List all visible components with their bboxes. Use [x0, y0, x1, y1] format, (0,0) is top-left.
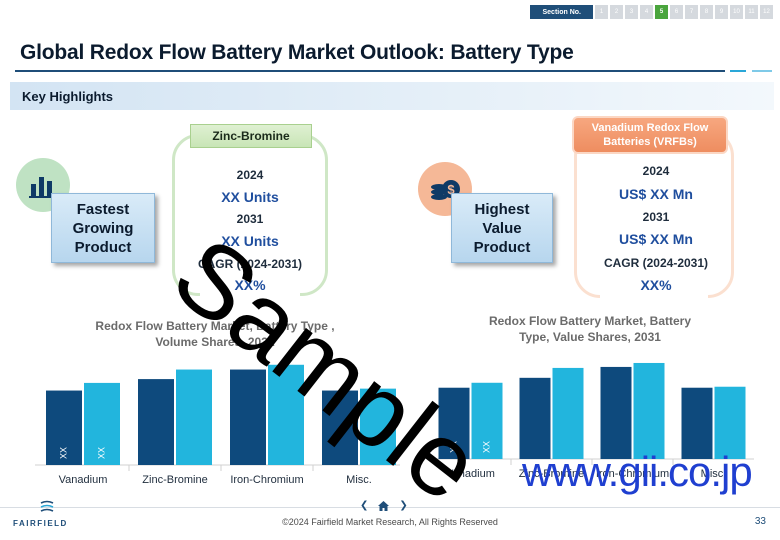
left-value-2: XX Units: [221, 233, 279, 249]
bar-misc--series-2: [714, 386, 746, 459]
section-number-4[interactable]: 4: [640, 5, 653, 19]
tag-line: Vanadium Redox Flow: [591, 122, 709, 134]
label-line: Product: [473, 238, 531, 256]
bar-chart-icon: [16, 158, 70, 212]
slide-nav: ❮ ❯: [360, 500, 408, 511]
prev-slide-button[interactable]: ❮: [360, 500, 369, 511]
title-divider: [15, 70, 725, 72]
section-number-5[interactable]: 5: [655, 5, 668, 19]
section-number-11[interactable]: 11: [745, 5, 758, 19]
bar-data-label: XX: [96, 447, 106, 459]
bar-misc--series-1: [681, 387, 713, 459]
label-line: Product: [74, 238, 132, 256]
next-slide-button[interactable]: ❯: [399, 500, 408, 511]
label-line: Growing: [72, 219, 134, 237]
section-number-9[interactable]: 9: [715, 5, 728, 19]
chart-title-line: Type, Value Shares, 2031: [519, 330, 661, 344]
section-number-10[interactable]: 10: [730, 5, 743, 19]
chart-title-line: Volume Shares, 2031: [155, 335, 275, 349]
label-line: Value: [482, 219, 522, 237]
section-number-3[interactable]: 3: [625, 5, 638, 19]
bar-zinc-bromine-series-1: [138, 379, 174, 465]
section-number-7[interactable]: 7: [685, 5, 698, 19]
chart-1-title: Redox Flow Battery Market, Battery Type …: [40, 318, 390, 350]
right-cagr-label: CAGR (2024-2031): [603, 256, 709, 270]
x-tick-label: Iron-Chromium: [230, 474, 303, 486]
right-value-1: US$ XX Mn: [619, 186, 693, 202]
bar-iron-chromium-series-1: [230, 369, 266, 465]
fairfield-logo-text: FAIRFIELD: [13, 519, 68, 528]
x-tick-label: Zinc-Bromine: [142, 474, 207, 486]
left-cagr-value: XX%: [234, 277, 266, 293]
section-nav: Section No. 1 2 3 4 5 6 7 8 9 10 11 12: [530, 5, 773, 19]
x-tick-label: Zinc-Bromine: [519, 468, 584, 480]
bar-misc--series-2: [360, 388, 396, 465]
page-title: Global Redox Flow Battery Market Outlook…: [20, 41, 574, 64]
right-year-1: 2024: [642, 164, 670, 178]
section-number-12[interactable]: 12: [760, 5, 773, 19]
section-number-6[interactable]: 6: [670, 5, 683, 19]
section-number-1[interactable]: 1: [595, 5, 608, 19]
label-line: Highest: [474, 200, 530, 218]
gii-url-watermark: www.gii.co.jp: [522, 448, 753, 495]
section-number-2[interactable]: 2: [610, 5, 623, 19]
left-cagr-label: CAGR (2024-2031): [197, 257, 303, 271]
label-line: Fastest: [76, 200, 130, 218]
bar-data-label: XX: [448, 441, 458, 453]
key-highlights-band: Key Highlights: [10, 82, 774, 110]
x-tick-label: Vanadium: [59, 474, 108, 486]
left-year-1: 2024: [236, 168, 264, 182]
bar-zinc-bromine-series-2: [176, 369, 212, 465]
panel-mask: [600, 292, 708, 302]
x-tick-label: Misc.: [701, 468, 727, 480]
left-highlight-tag: Zinc-Bromine: [190, 124, 312, 148]
bar-zinc-bromine-series-1: [519, 377, 551, 459]
section-label: Section No.: [530, 5, 593, 19]
title-divider-accent-2: [752, 70, 772, 72]
section-number-list: 1 2 3 4 5 6 7 8 9 10 11 12: [595, 5, 773, 19]
fairfield-logo-icon: [40, 500, 54, 512]
right-year-2: 2031: [642, 210, 670, 224]
fastest-growing-product-label: Fastest Growing Product: [51, 193, 155, 263]
footer-divider: [0, 507, 780, 508]
chart-title-line: Redox Flow Battery Market, Battery Type …: [95, 319, 335, 333]
highest-value-product-label: Highest Value Product: [451, 193, 553, 263]
chart-2-value-shares: XX XX Vanadium Zinc-Bromine Iron-Chromium Mis…: [427, 362, 754, 480]
left-year-2: 2031: [236, 212, 264, 226]
panel-mask: [200, 290, 300, 300]
left-value-1: XX Units: [221, 189, 279, 205]
right-highlight-tag: Vanadium Redox Flow Batteries (VRFBs): [572, 116, 728, 154]
key-highlights-label: Key Highlights: [22, 89, 114, 104]
x-tick-label: Misc.: [346, 474, 372, 486]
svg-text:$: $: [447, 182, 455, 197]
copyright-text: ©2024 Fairfield Market Research, All Rig…: [282, 517, 498, 527]
bar-iron-chromium-series-2: [268, 364, 304, 465]
bar-misc--series-1: [322, 390, 358, 465]
bar-vanadium-series-1: [46, 390, 82, 465]
title-divider-accent: [730, 70, 746, 72]
bar-iron-chromium-series-2: [633, 362, 665, 459]
bar-zinc-bromine-series-2: [552, 367, 584, 459]
x-tick-label: Vanadium: [446, 468, 495, 480]
bar-vanadium-series-1: [438, 387, 470, 459]
chart-2-title: Redox Flow Battery Market, Battery Type,…: [420, 313, 760, 345]
chart-1-volume-shares: XX XX Vanadium Zinc-Bromine Iron-Chromium Mis…: [35, 364, 400, 486]
bar-vanadium-series-2: [84, 382, 120, 465]
right-cagr-value: XX%: [640, 277, 672, 293]
bar-data-label: XX: [481, 441, 491, 453]
chart-title-line: Redox Flow Battery Market, Battery: [488, 314, 692, 328]
bar-data-label: XX: [58, 447, 68, 459]
right-value-2: US$ XX Mn: [619, 231, 693, 247]
section-number-8[interactable]: 8: [700, 5, 713, 19]
bar-vanadium-series-2: [471, 382, 503, 459]
x-tick-label: Iron-Chromium: [596, 468, 669, 480]
tag-line: Batteries (VRFBs): [603, 136, 697, 148]
page-number: 33: [754, 516, 766, 527]
bar-iron-chromium-series-1: [600, 366, 632, 459]
home-icon[interactable]: [378, 500, 390, 511]
